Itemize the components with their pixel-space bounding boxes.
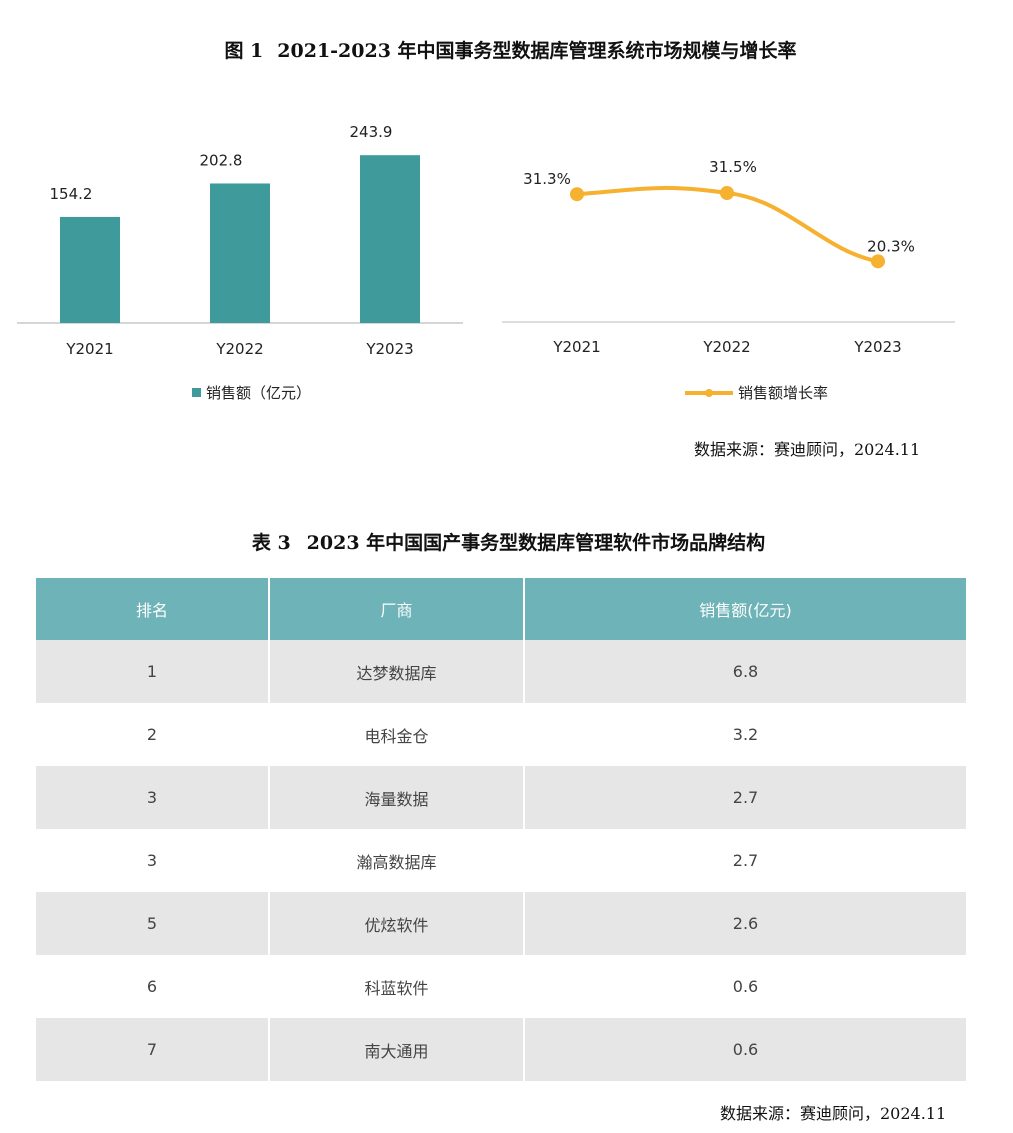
table-title: 表 3 2023 年中国国产事务型数据库管理软件市场品牌结构 [0, 528, 1013, 555]
table-row: 7 南大通用 0.6 [36, 1018, 966, 1081]
bar [210, 183, 270, 323]
line-point [720, 186, 734, 200]
cell-sales: 0.6 [524, 955, 966, 1018]
table-row: 2 电科金仓 3.2 [36, 703, 966, 766]
cell-sales: 0.6 [524, 1018, 966, 1081]
bar-data-label: 154.2 [50, 185, 93, 203]
cell-rank: 7 [36, 1018, 270, 1081]
line-x-tick-label: Y2022 [702, 338, 750, 356]
bar-legend-swatch [192, 388, 201, 397]
cell-vendor: 南大通用 [269, 1018, 525, 1081]
cell-rank: 6 [36, 955, 270, 1018]
cell-sales: 2.6 [524, 892, 966, 955]
cell-sales: 2.7 [524, 766, 966, 829]
sales-bar-chart: 154.2 Y2021 202.8 Y2022 243.9 Y2023 销售额（亿元） [17, 123, 463, 402]
cell-rank: 3 [36, 829, 270, 892]
table-row: 6 科蓝软件 0.6 [36, 955, 966, 1018]
figure-label: 图 1 [224, 40, 264, 62]
cell-rank: 2 [36, 703, 270, 766]
cell-vendor: 海量数据 [269, 766, 525, 829]
bar-x-tick-label: Y2021 [65, 340, 113, 358]
brand-structure-table: 排名 厂商 销售额(亿元) 1 达梦数据库 6.8 2 电科金仓 3.2 3 海… [36, 578, 966, 1081]
bar-data-label: 243.9 [350, 123, 393, 141]
bar [60, 216, 120, 323]
table-header-row: 排名 厂商 销售额(亿元) [36, 578, 966, 640]
bar-data-label: 202.8 [200, 151, 243, 169]
line-legend-label: 销售额增长率 [738, 384, 828, 402]
figure-title: 图 1 2021-2023 年中国事务型数据库管理系统市场规模与增长率 [0, 36, 1013, 63]
header-vendor: 厂商 [269, 578, 525, 640]
cell-vendor: 电科金仓 [269, 703, 525, 766]
bar-x-tick-label: Y2023 [365, 340, 413, 358]
table-title-text: 2023 年中国国产事务型数据库管理软件市场品牌结构 [306, 532, 766, 554]
bar [360, 155, 420, 323]
bar-x-tick-label: Y2022 [215, 340, 263, 358]
cell-vendor: 科蓝软件 [269, 955, 525, 1018]
line-data-label: 31.3% [523, 170, 571, 188]
cell-sales: 6.8 [524, 640, 966, 703]
cell-sales: 3.2 [524, 703, 966, 766]
cell-vendor: 达梦数据库 [269, 640, 525, 703]
cell-vendor: 瀚高数据库 [269, 829, 525, 892]
line-data-label: 31.5% [709, 158, 757, 176]
line-x-tick-label: Y2021 [552, 338, 600, 356]
cell-sales: 2.7 [524, 829, 966, 892]
bar-legend-label: 销售额（亿元） [206, 384, 311, 402]
figure-source: 数据来源：赛迪顾问，2024.11 [694, 440, 921, 459]
line-legend-marker [705, 389, 713, 397]
cell-rank: 1 [36, 640, 270, 703]
figure-title-text: 2021-2023 年中国事务型数据库管理系统市场规模与增长率 [277, 40, 797, 62]
line-point [871, 254, 885, 269]
cell-rank: 3 [36, 766, 270, 829]
table-row: 3 瀚高数据库 2.7 [36, 829, 966, 892]
growth-line-chart: 31.3% Y2021 31.5% Y2022 20.3% Y2023 销售额增长率 [502, 158, 955, 402]
table-row: 3 海量数据 2.7 [36, 766, 966, 829]
table-row: 1 达梦数据库 6.8 [36, 640, 966, 703]
table-source: 数据来源：赛迪顾问，2024.11 [720, 1104, 947, 1123]
cell-rank: 5 [36, 892, 270, 955]
line-x-tick-label: Y2023 [853, 338, 901, 356]
table-label: 表 3 [251, 532, 291, 554]
header-sales: 销售额(亿元) [524, 578, 966, 640]
line-data-label: 20.3% [867, 237, 915, 255]
line-point [570, 187, 584, 202]
table-row: 5 优炫软件 2.6 [36, 892, 966, 955]
cell-vendor: 优炫软件 [269, 892, 525, 955]
header-rank: 排名 [36, 578, 270, 640]
